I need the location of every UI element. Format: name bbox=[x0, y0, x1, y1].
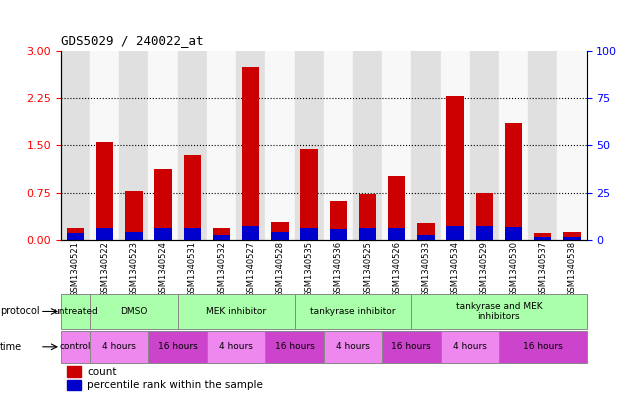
Bar bbox=[557, 51, 587, 240]
Text: 4 hours: 4 hours bbox=[453, 342, 487, 351]
Bar bbox=[329, 201, 347, 240]
Bar bbox=[301, 149, 318, 240]
Bar bbox=[242, 67, 260, 240]
Bar bbox=[388, 176, 406, 240]
Bar bbox=[119, 51, 149, 240]
Text: 16 hours: 16 hours bbox=[274, 342, 314, 351]
Bar bbox=[359, 195, 376, 240]
Bar bbox=[504, 228, 522, 240]
Bar bbox=[236, 51, 265, 240]
Bar bbox=[440, 331, 499, 363]
Text: protocol: protocol bbox=[0, 307, 40, 316]
Text: DMSO: DMSO bbox=[121, 307, 147, 316]
Bar bbox=[499, 51, 528, 240]
Bar bbox=[61, 331, 90, 363]
Bar bbox=[213, 235, 230, 240]
Text: 16 hours: 16 hours bbox=[523, 342, 563, 351]
Bar bbox=[149, 331, 207, 363]
Bar bbox=[353, 51, 382, 240]
Text: GDS5029 / 240022_at: GDS5029 / 240022_at bbox=[61, 34, 203, 47]
Bar bbox=[417, 235, 435, 240]
Bar bbox=[125, 191, 143, 240]
Bar bbox=[183, 155, 201, 240]
Bar bbox=[440, 51, 470, 240]
Bar bbox=[294, 294, 412, 329]
Bar bbox=[154, 228, 172, 240]
Bar bbox=[382, 331, 440, 363]
Bar bbox=[301, 228, 318, 240]
Bar bbox=[178, 51, 207, 240]
Bar bbox=[359, 228, 376, 240]
Bar bbox=[563, 231, 581, 240]
Bar bbox=[149, 51, 178, 240]
Bar bbox=[154, 169, 172, 240]
Bar bbox=[446, 96, 464, 240]
Text: count: count bbox=[87, 367, 117, 377]
Bar bbox=[329, 230, 347, 240]
Bar bbox=[324, 331, 382, 363]
Text: 4 hours: 4 hours bbox=[219, 342, 253, 351]
Bar bbox=[90, 294, 178, 329]
Bar bbox=[534, 237, 551, 240]
Bar bbox=[388, 228, 406, 240]
Text: 16 hours: 16 hours bbox=[158, 342, 197, 351]
Bar bbox=[528, 51, 557, 240]
Text: control: control bbox=[60, 342, 91, 351]
Bar bbox=[412, 294, 587, 329]
Bar bbox=[324, 51, 353, 240]
Text: untreated: untreated bbox=[53, 307, 98, 316]
Bar bbox=[96, 142, 113, 240]
Bar bbox=[417, 223, 435, 240]
Bar bbox=[412, 51, 440, 240]
Bar bbox=[265, 331, 324, 363]
Bar bbox=[67, 228, 84, 240]
Bar bbox=[96, 228, 113, 240]
Bar bbox=[294, 51, 324, 240]
Text: percentile rank within the sample: percentile rank within the sample bbox=[87, 380, 263, 390]
Bar bbox=[504, 123, 522, 240]
Bar bbox=[61, 51, 90, 240]
Bar bbox=[67, 233, 84, 240]
Bar bbox=[271, 222, 288, 240]
Bar bbox=[178, 294, 294, 329]
Bar bbox=[271, 232, 288, 240]
Bar bbox=[242, 226, 260, 240]
Bar bbox=[563, 237, 581, 240]
Text: time: time bbox=[0, 342, 22, 352]
Bar bbox=[476, 226, 493, 240]
Bar bbox=[213, 228, 230, 240]
Text: 16 hours: 16 hours bbox=[392, 342, 431, 351]
Bar bbox=[183, 228, 201, 240]
Text: 4 hours: 4 hours bbox=[336, 342, 370, 351]
Bar bbox=[67, 380, 81, 390]
Bar bbox=[382, 51, 412, 240]
Bar bbox=[207, 51, 236, 240]
Bar bbox=[90, 51, 119, 240]
Text: tankyrase and MEK
inhibitors: tankyrase and MEK inhibitors bbox=[456, 302, 542, 321]
Bar bbox=[265, 51, 294, 240]
Bar bbox=[476, 193, 493, 240]
Bar bbox=[67, 366, 81, 377]
Bar bbox=[90, 331, 149, 363]
Bar bbox=[534, 233, 551, 240]
Bar bbox=[125, 232, 143, 240]
Bar bbox=[470, 51, 499, 240]
Bar bbox=[207, 331, 265, 363]
Bar bbox=[61, 294, 90, 329]
Text: MEK inhibitor: MEK inhibitor bbox=[206, 307, 266, 316]
Text: tankyrase inhibitor: tankyrase inhibitor bbox=[310, 307, 395, 316]
Bar bbox=[499, 331, 587, 363]
Text: 4 hours: 4 hours bbox=[103, 342, 137, 351]
Bar bbox=[446, 226, 464, 240]
